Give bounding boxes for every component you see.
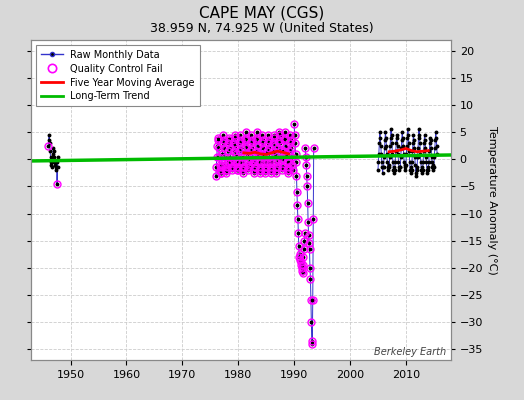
Y-axis label: Temperature Anomaly (°C): Temperature Anomaly (°C) — [487, 126, 497, 274]
Text: 38.959 N, 74.925 W (United States): 38.959 N, 74.925 W (United States) — [150, 22, 374, 35]
Legend: Raw Monthly Data, Quality Control Fail, Five Year Moving Average, Long-Term Tren: Raw Monthly Data, Quality Control Fail, … — [36, 45, 200, 106]
Text: Berkeley Earth: Berkeley Earth — [374, 347, 446, 357]
Text: CAPE MAY (CGS): CAPE MAY (CGS) — [199, 6, 325, 21]
